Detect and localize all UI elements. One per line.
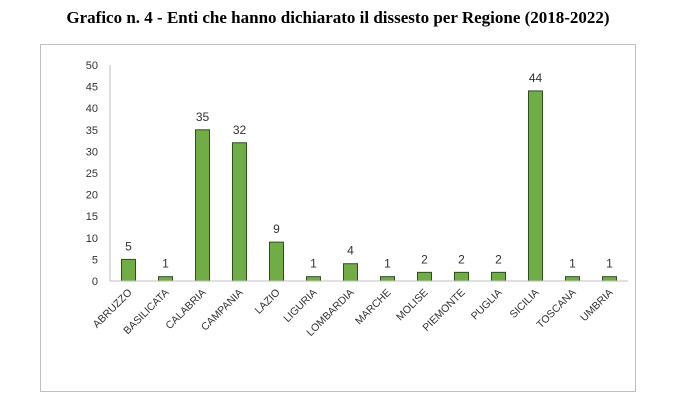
bar <box>380 276 395 282</box>
y-tick-label: 30 <box>86 146 98 158</box>
data-label: 1 <box>569 257 576 271</box>
x-tick-label: MOLISE <box>394 287 431 324</box>
x-tick-label: PUGLIA <box>469 287 505 323</box>
y-tick-label: 50 <box>86 60 98 72</box>
y-tick-label: 20 <box>86 190 98 202</box>
x-tick-label: TOSCANA <box>534 287 578 331</box>
y-axis: 0 5 10 15 20 25 30 35 40 45 50 <box>86 60 111 288</box>
bar <box>454 271 469 282</box>
data-labels: 5 1 35 32 9 1 4 1 2 2 2 44 1 1 <box>125 71 613 271</box>
data-label: 9 <box>273 222 280 236</box>
x-tick-label: LAZIO <box>253 287 283 317</box>
bar <box>565 276 580 282</box>
y-tick-label: 35 <box>86 125 98 137</box>
x-tick-label: MARCHE <box>353 287 394 328</box>
bar <box>232 142 247 282</box>
data-label: 1 <box>162 257 169 271</box>
bar <box>417 271 432 282</box>
y-tick-label: 5 <box>92 254 98 266</box>
x-tick-label: SICILIA <box>508 287 542 321</box>
data-label: 32 <box>233 123 247 137</box>
data-label: 1 <box>310 257 317 271</box>
data-label: 2 <box>458 252 465 266</box>
bar <box>269 241 284 282</box>
y-tick-label: 45 <box>86 82 98 94</box>
bar <box>306 276 321 282</box>
bar <box>158 276 173 282</box>
data-label: 2 <box>421 252 428 266</box>
bar <box>528 90 543 282</box>
y-tick-label: 15 <box>86 211 98 223</box>
bar <box>121 258 136 282</box>
y-tick-label: 10 <box>86 233 98 245</box>
y-tick-label: 40 <box>86 103 98 115</box>
y-tick-label: 25 <box>86 168 98 180</box>
bar <box>343 263 358 282</box>
bars <box>121 90 617 282</box>
bar <box>491 271 506 282</box>
data-label: 1 <box>606 257 613 271</box>
y-tick-label: 0 <box>92 276 98 288</box>
data-label: 5 <box>125 239 132 253</box>
data-label: 2 <box>495 252 502 266</box>
data-label: 4 <box>347 244 354 258</box>
bar <box>195 129 210 282</box>
data-label: 44 <box>529 71 543 85</box>
x-tick-label: UMBRIA <box>578 287 615 324</box>
bar <box>602 276 617 282</box>
x-tick-label: LIGURIA <box>281 287 319 325</box>
chart-frame <box>40 44 636 392</box>
data-label: 35 <box>196 110 210 124</box>
data-label: 1 <box>384 257 391 271</box>
chart-title: Grafico n. 4 - Enti che hanno dichiarato… <box>66 8 610 27</box>
